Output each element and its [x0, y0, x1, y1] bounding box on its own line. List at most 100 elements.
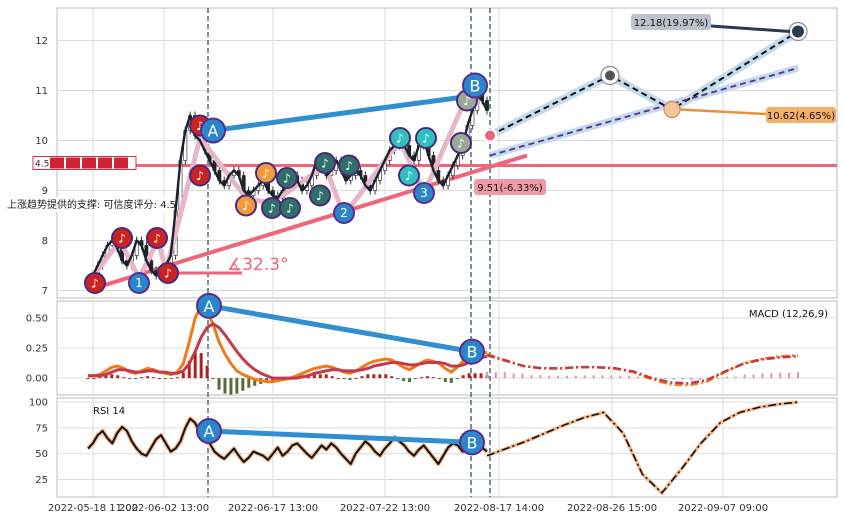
macd-histogram-bar	[408, 378, 412, 382]
macd-wave-text: B	[467, 343, 478, 362]
macd-histogram-bar	[449, 378, 453, 383]
macd-forecast-bar	[539, 375, 542, 379]
wave-label-marker	[413, 182, 435, 204]
macd-histogram-bar	[98, 377, 102, 379]
music-note-marker	[279, 197, 301, 219]
macd-forecast-bar	[557, 375, 560, 379]
x-tick-label: 2022-05-18 11:00	[48, 503, 138, 514]
rsi-wave-text: B	[467, 433, 478, 452]
music-note-icon: ♪	[405, 169, 413, 183]
music-note-icon: ♪	[396, 132, 404, 146]
macd-forecast-bar	[770, 373, 773, 379]
macd-histogram-bar	[229, 378, 233, 395]
music-note-marker	[450, 132, 472, 154]
macd-histogram-bar	[193, 351, 197, 379]
music-note-icon: ♪	[283, 172, 291, 186]
macd-histogram-bar	[473, 373, 477, 379]
macd-histogram-bar	[104, 375, 108, 379]
macd-histogram-bar	[348, 378, 352, 381]
macd-histogram-bar	[146, 376, 150, 379]
macd-forecast-bar	[681, 378, 684, 380]
x-tick-label: 2022-06-17 13:00	[228, 503, 318, 514]
music-note-marker	[309, 184, 331, 207]
macd-histogram-bar	[384, 374, 388, 379]
macd-forecast-bar	[788, 372, 791, 379]
macd-histogram-bar	[217, 378, 221, 390]
macd-forecast-bar	[663, 378, 666, 380]
music-note-marker	[255, 162, 277, 184]
support-label-bg	[5, 197, 181, 212]
price-y-tick-label: 9	[42, 186, 48, 197]
macd-y-tick-label: 0.50	[26, 313, 48, 324]
music-note-icon: ♪	[153, 232, 161, 246]
macd-forecast-bar	[574, 375, 577, 379]
macd-forecast-bar	[761, 373, 764, 379]
price-panel-frame	[56, 7, 838, 299]
macd-forecast-bar	[628, 375, 631, 379]
music-note-marker	[157, 262, 179, 284]
music-note-marker	[111, 227, 133, 249]
macd-histogram-bar	[205, 365, 209, 379]
projection-highlight	[488, 28, 801, 140]
support-star-icon	[66, 157, 80, 169]
macd-forecast-bar	[592, 375, 595, 379]
projection-label-mid: 10.62(4.65%)	[767, 111, 835, 122]
macd-forecast-signal	[486, 354, 799, 385]
music-note-icon: ♪	[457, 137, 465, 151]
music-note-marker	[415, 127, 437, 149]
macd-forecast-bar	[797, 372, 799, 379]
macd-histogram-bar	[437, 378, 441, 380]
projection-label-pointer	[710, 24, 791, 33]
macd-wave-marker	[196, 292, 222, 319]
macd-histogram-bar	[122, 377, 126, 379]
macd-histogram-bar	[181, 372, 185, 379]
wave-label-text: 2	[340, 206, 348, 220]
music-note-icon: ♪	[268, 202, 276, 216]
macd-forecast-bar	[699, 378, 702, 380]
macd-histogram-bar	[324, 374, 328, 379]
price-y-tick-label: 10	[35, 136, 48, 147]
macd-forecast-bar	[672, 378, 675, 380]
rsi-y-tick-label: 25	[35, 475, 48, 486]
macd-wave-text: A	[204, 297, 215, 316]
macd-histogram-bar	[455, 378, 459, 380]
macd-histogram-bar	[116, 375, 120, 379]
macd-forecast-bar	[503, 372, 506, 379]
music-note-icon: ♪	[286, 202, 294, 216]
wave-label-marker	[462, 72, 488, 99]
projection-channel-line	[489, 67, 799, 157]
x-tick-label: 2022-08-17 14:00	[454, 503, 544, 514]
macd-forecast-bar	[717, 378, 720, 380]
macd-histogram-bar	[199, 353, 203, 379]
projection-low-point	[663, 100, 681, 119]
macd-histogram-bar	[479, 373, 483, 379]
music-note-icon: ♪	[262, 167, 270, 181]
macd-histogram-bar	[342, 378, 346, 380]
macd-signal-line	[88, 322, 488, 380]
macd-histogram-bar	[336, 378, 340, 380]
macd-histogram-bar	[366, 374, 370, 379]
macd-forecast-bar	[690, 378, 693, 380]
macd-histogram-bar	[110, 374, 114, 379]
macd-histogram-bar	[241, 378, 245, 391]
macd-histogram-bar	[330, 376, 334, 379]
music-note-icon: ♪	[91, 277, 99, 291]
macd-histogram-bar	[253, 378, 257, 386]
macd-forecast-bar	[752, 374, 755, 379]
macd-histogram-bar	[396, 378, 400, 380]
macd-forecast-bar	[486, 372, 488, 379]
macd-histogram-bar	[157, 378, 161, 380]
rsi-wave-marker	[196, 418, 222, 444]
projection-label-box	[474, 179, 546, 195]
macd-forecast-bar	[637, 376, 640, 379]
wave-label-marker	[128, 272, 150, 294]
music-note-marker	[189, 164, 211, 187]
music-note-icon: ♪	[118, 232, 126, 246]
x-tick-label: 2022-09-07 09:00	[678, 503, 768, 514]
music-note-marker	[314, 152, 336, 174]
projection-mid-point	[605, 70, 615, 81]
x-tick-label: 2022-07-22 13:00	[340, 503, 430, 514]
macd-histogram-bar	[223, 378, 227, 394]
macd-forecast-bar	[743, 374, 746, 379]
